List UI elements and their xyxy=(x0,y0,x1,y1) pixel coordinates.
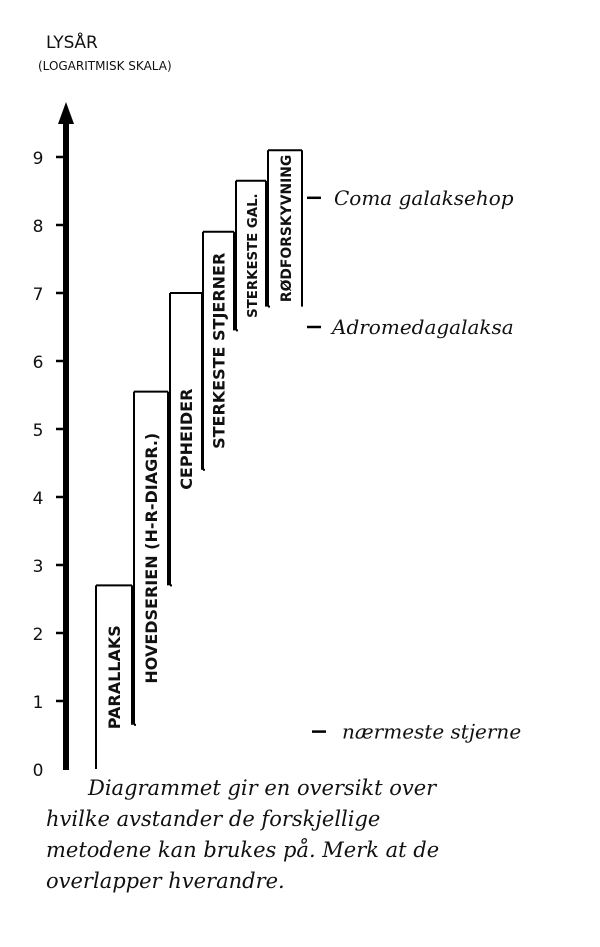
method-steps: PARALLAKS HOVEDSERIEN (H-R-DIAGR.) CEPHEID… xyxy=(95,149,303,769)
y-tick-label: 4 xyxy=(33,489,44,509)
marker-label: nærmeste stjerne xyxy=(342,720,521,744)
y-tick-label: 9 xyxy=(33,149,44,169)
y-tick-label: 7 xyxy=(33,285,44,305)
method-label: STERKESTE GAL. xyxy=(246,193,261,317)
caption-line-3: metodene kan brukes på. Merk at de xyxy=(46,838,439,862)
y-tick-label: 1 xyxy=(33,693,44,713)
method-label: HOVEDSERIEN (H-R-DIAGR.) xyxy=(142,433,161,684)
y-tick-label: 5 xyxy=(33,421,44,441)
marker-label: Coma galaksehop xyxy=(334,186,514,210)
y-tick-label: 8 xyxy=(33,217,44,237)
method-label: RØDFORSKYVNING xyxy=(279,155,295,302)
y-tick-label: 6 xyxy=(33,353,44,373)
distance-markers: Coma galaksehop Adromedagalaksa nærmeste s… xyxy=(307,186,521,744)
y-axis-arrow-icon xyxy=(58,102,74,124)
method-label: STERKESTE STJERNER xyxy=(210,253,229,449)
y-tick-label: 3 xyxy=(33,557,44,577)
marker-label: Adromedagalaksa xyxy=(330,315,514,339)
method-label: PARALLAKS xyxy=(105,625,124,729)
caption-line-1: Diagrammet gir en oversikt over xyxy=(87,776,438,800)
y-axis-label: LYSÅR xyxy=(46,31,98,53)
y-axis-ticks: 0 1 2 3 4 5 6 7 8 9 xyxy=(33,149,66,781)
y-axis-sublabel: (LOGARITMISK SKALA) xyxy=(38,59,172,73)
method-label: CEPHEIDER xyxy=(177,389,196,490)
caption-line-2: hvilke avstander de forskjellige xyxy=(46,807,380,831)
y-tick-label: 0 xyxy=(33,761,44,781)
caption: Diagrammet gir en oversikt over hvilke a… xyxy=(46,776,439,893)
caption-line-4: overlapper hverandre. xyxy=(46,869,285,893)
y-tick-label: 2 xyxy=(33,625,44,645)
